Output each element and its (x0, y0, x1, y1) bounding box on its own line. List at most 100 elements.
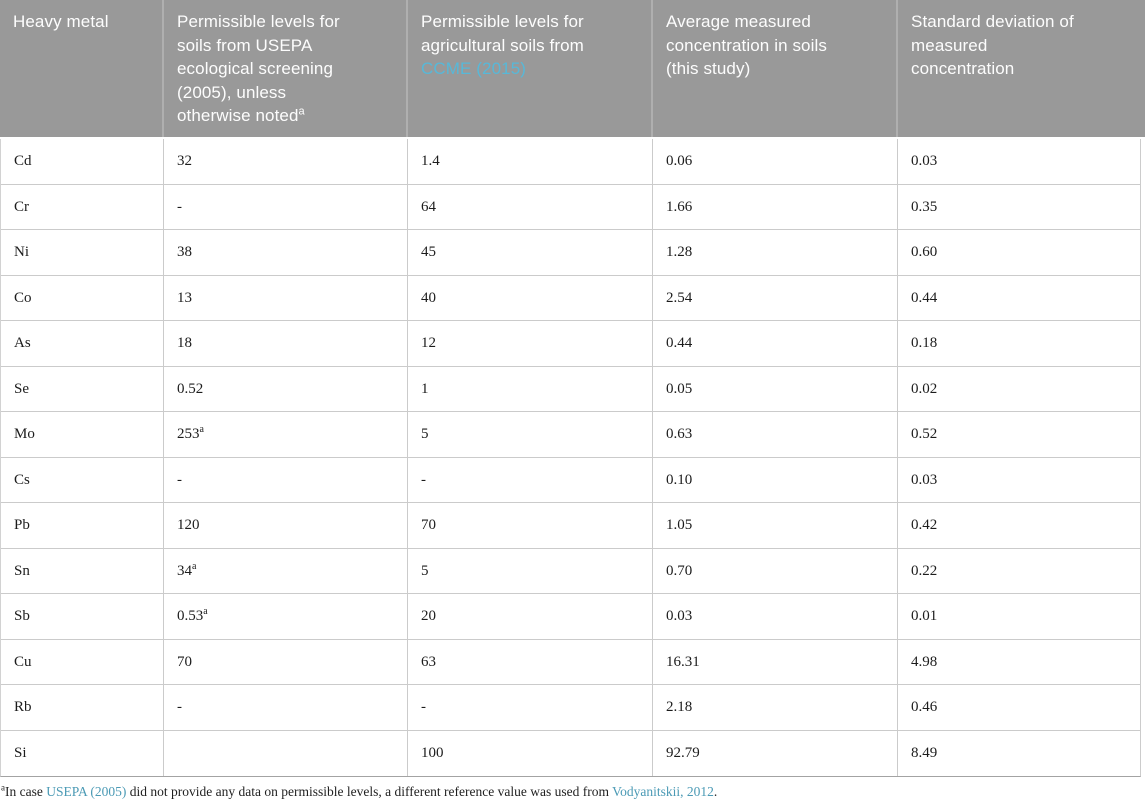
header-label: Average measured concentration in soils … (666, 12, 827, 78)
header-cell-average-concentration: Average measured concentration in soils … (653, 0, 898, 137)
cell-ccme-level: 64 (408, 184, 653, 229)
footnote-text: . (713, 784, 718, 799)
cell-metal: Pb (1, 503, 164, 548)
cell-standard-deviation: 0.22 (911, 562, 938, 579)
cell-ccme-level: 45 (408, 230, 653, 275)
table-row: Cu 70 63 16.31 4.98 (1, 639, 1140, 685)
cell-usepa-level: 0.53a (164, 594, 408, 639)
cell-standard-deviation: 4.98 (911, 653, 938, 670)
usepa-2005-citation-link[interactable]: USEPA (2005) (46, 784, 127, 799)
cell-usepa-level: 34a (164, 548, 408, 593)
table-row: Mo 253a 5 0.63 0.52 (1, 412, 1140, 458)
footnote-marker: a (192, 560, 197, 572)
cell-ccme-level: 63 (408, 639, 653, 684)
cell-standard-deviation: 0.01 (911, 608, 938, 624)
cell-metal: Mo (1, 412, 164, 457)
cell-metal: As (1, 321, 164, 366)
cell-standard-deviation: 0.42 (911, 517, 938, 533)
cell-ccme-level: 5 (408, 412, 653, 457)
cell-average-concentration: 92.79 (653, 730, 898, 776)
header-label: Heavy metal (13, 12, 109, 31)
cell-ccme-level: 1.4 (408, 139, 653, 184)
cell-metal: Sn (1, 548, 164, 593)
cell-usepa-level: 18 (164, 321, 408, 366)
cell-usepa-level: 0.52 (164, 366, 408, 411)
cell-standard-deviation: 8.49 (911, 744, 938, 761)
cell-metal: Co (1, 275, 164, 320)
table-row: Si 100 92.79 8.49 (1, 730, 1140, 776)
cell-metal: Cr (1, 184, 164, 229)
cell-metal: Cu (1, 639, 164, 684)
header-cell-heavy-metal: Heavy metal (0, 0, 164, 137)
cell-usepa-level: 253a (164, 412, 408, 457)
cell-average-concentration: 0.10 (653, 457, 898, 502)
header-cell-ccme-levels: Permissible levels for agricultural soil… (408, 0, 653, 137)
table-row: Se 0.52 1 0.05 0.02 (1, 366, 1140, 412)
cell-standard-deviation: 0.44 (911, 289, 938, 306)
cell-metal: Cd (1, 139, 164, 184)
header-cell-usepa-levels: Permissible levels for soils from USEPA … (164, 0, 408, 137)
footnote-marker: a (298, 105, 305, 118)
cell-ccme-level: - (408, 685, 653, 730)
cell-standard-deviation: 0.52 (911, 426, 938, 442)
header-label: Permissible levels for soils from USEPA … (177, 12, 340, 125)
table-row: Co 13 40 2.54 0.44 (1, 275, 1140, 321)
cell-average-concentration: 1.66 (653, 184, 898, 229)
cell-average-concentration: 16.31 (653, 639, 898, 684)
cell-average-concentration: 1.05 (653, 503, 898, 548)
table-row: Cd 32 1.4 0.06 0.03 (1, 139, 1140, 185)
cell-ccme-level: 20 (408, 594, 653, 639)
cell-usepa-level: 38 (164, 230, 408, 275)
cell-average-concentration: 0.44 (653, 321, 898, 366)
cell-usepa-level: - (164, 685, 408, 730)
cell-usepa-level: 13 (164, 275, 408, 320)
cell-standard-deviation: 0.46 (911, 699, 938, 715)
table-row: Pb 120 70 1.05 0.42 (1, 503, 1140, 549)
table-row: Sn 34a 5 0.70 0.22 (1, 548, 1140, 594)
table-footnote: aIn case USEPA (2005) did not provide an… (0, 783, 1145, 800)
cell-average-concentration: 2.18 (653, 685, 898, 730)
table-row: Cr -64 1.66 0.35 (1, 184, 1140, 230)
cell-standard-deviation: 0.18 (911, 335, 938, 351)
cell-usepa-level: 120 (164, 503, 408, 548)
cell-usepa-level: - (164, 184, 408, 229)
cell-ccme-level: - (408, 457, 653, 502)
header-label: Permissible levels for agricultural soil… (421, 12, 584, 55)
cell-metal: Ni (1, 230, 164, 275)
footnote-text: did not provide any data on permissible … (126, 784, 613, 799)
cell-usepa-level (164, 730, 408, 776)
footnote-marker: a (1, 782, 5, 793)
ccme-2015-citation-link[interactable]: CCME (2015) (421, 59, 527, 78)
cell-average-concentration: 1.28 (653, 230, 898, 275)
cell-metal: Rb (1, 685, 164, 730)
cell-average-concentration: 0.05 (653, 366, 898, 411)
vodyanitskii-2012-citation-link[interactable]: Vodyanitskii, 2012 (612, 784, 714, 799)
table-row: Rb - -2.18 0.46 (1, 685, 1140, 731)
table-body: Cd 32 1.4 0.06 0.03 Cr -64 1.66 0.35 Ni 38 45 1.28 0.… (0, 139, 1141, 777)
cell-ccme-level: 70 (408, 503, 653, 548)
cell-metal: Cs (1, 457, 164, 502)
cell-usepa-level: - (164, 457, 408, 502)
table-header: Heavy metal Permissible levels for soils… (0, 0, 1145, 137)
cell-average-concentration: 2.54 (653, 275, 898, 320)
cell-ccme-level: 100 (408, 730, 653, 776)
header-cell-standard-deviation: Standard deviation of measured concentra… (898, 0, 1145, 137)
cell-metal: Se (1, 366, 164, 411)
table-row: Sb 0.53a 20 0.03 0.01 (1, 594, 1140, 640)
cell-ccme-level: 1 (408, 366, 653, 411)
header-label: Standard deviation of measured concentra… (911, 12, 1074, 78)
table-row: Cs - -0.10 0.03 (1, 457, 1140, 503)
cell-ccme-level: 40 (408, 275, 653, 320)
footnote-text: In case (5, 784, 47, 799)
cell-average-concentration: 0.63 (653, 412, 898, 457)
cell-standard-deviation: 0.60 (911, 244, 938, 260)
cell-metal: Sb (1, 594, 164, 639)
cell-standard-deviation: 0.02 (911, 380, 938, 397)
cell-ccme-level: 5 (408, 548, 653, 593)
footnote-marker: a (203, 606, 208, 617)
cell-average-concentration: 0.03 (653, 594, 898, 639)
table-row: As 18 12 0.44 0.18 (1, 321, 1140, 367)
footnote-marker: a (199, 424, 204, 435)
cell-ccme-level: 12 (408, 321, 653, 366)
